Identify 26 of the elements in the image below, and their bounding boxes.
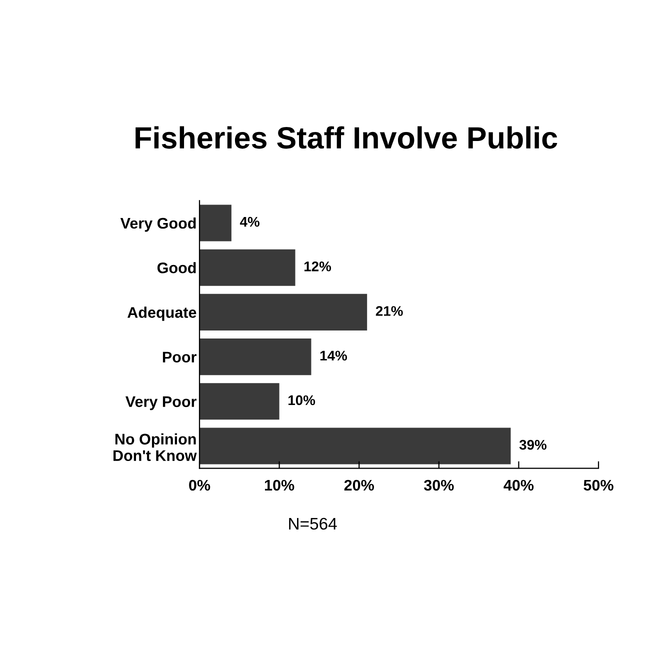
bar bbox=[200, 383, 280, 420]
bar bbox=[200, 338, 312, 376]
data-label: 39% bbox=[519, 440, 546, 450]
x-tick-label: 40% bbox=[504, 480, 534, 491]
data-label: 4% bbox=[240, 216, 260, 227]
bar bbox=[200, 204, 232, 242]
x-tick-label: 30% bbox=[424, 480, 454, 491]
text: N=564 bbox=[289, 518, 337, 530]
data-label: 10% bbox=[288, 395, 316, 406]
data-label: 12% bbox=[304, 261, 332, 272]
y-tick-label: Poor bbox=[162, 352, 196, 362]
data-label: 21% bbox=[376, 306, 403, 316]
y-tick-label: Adequate bbox=[128, 306, 196, 321]
bar bbox=[200, 249, 296, 286]
y-tick-label: Good bbox=[157, 262, 196, 274]
data-label: 14% bbox=[320, 350, 347, 360]
x-tick-label: 50% bbox=[584, 480, 614, 491]
x-tick-label: 0% bbox=[189, 480, 210, 491]
bar bbox=[200, 294, 368, 330]
y-tick-label: Very Good bbox=[120, 217, 196, 232]
bar bbox=[200, 428, 511, 464]
x-tick-label: 20% bbox=[344, 480, 374, 491]
x-tick-label: 10% bbox=[264, 480, 294, 491]
y-tick-label: No Opinion Don't Know bbox=[114, 433, 197, 462]
chart-title: Fisheries Staff Involve Public bbox=[136, 126, 558, 149]
y-tick-label: Very Poor bbox=[125, 396, 196, 410]
